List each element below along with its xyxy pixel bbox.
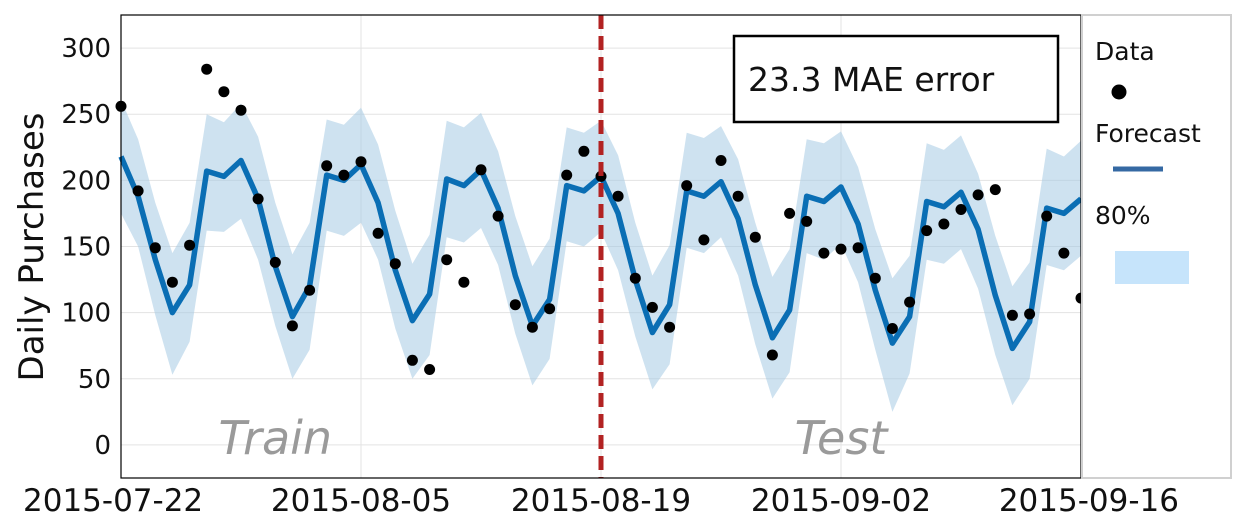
- y-axis-ticks: 0 50 100 150 200 250 300: [61, 34, 111, 461]
- data-point: [766, 349, 778, 361]
- data-point: [526, 321, 538, 333]
- data-point: [149, 242, 161, 254]
- legend: Data Forecast 80%: [1081, 14, 1232, 479]
- data-point: [269, 256, 281, 268]
- x-tick-label: 2015-09-02: [751, 483, 931, 519]
- data-point: [732, 190, 744, 202]
- data-point: [989, 184, 1001, 196]
- data-point: [166, 276, 178, 288]
- data-point: [544, 303, 556, 315]
- data-point: [132, 185, 144, 197]
- data-point: [749, 231, 761, 243]
- x-tick-label: 2015-07-22: [23, 483, 203, 519]
- interval-band: [121, 99, 1081, 412]
- data-point: [818, 247, 830, 259]
- data-point: [904, 296, 916, 308]
- y-axis-label: Daily Purchases: [12, 113, 52, 382]
- region-label-train: Train: [219, 411, 333, 465]
- x-tick-label: 2015-08-05: [271, 483, 451, 519]
- legend-interval-label: 80%: [1095, 201, 1151, 230]
- data-point: [852, 242, 864, 254]
- data-point: [1024, 308, 1036, 320]
- data-point: [664, 321, 676, 333]
- data-point: [698, 234, 710, 246]
- y-tick-label: 50: [78, 365, 111, 395]
- data-point: [784, 207, 796, 219]
- data-point: [972, 189, 984, 201]
- region-labels: Train Test: [219, 411, 890, 465]
- x-axis-ticks: 2015-07-22 2015-08-05 2015-08-19 2015-09-02…: [23, 483, 1179, 519]
- y-tick-label: 100: [61, 299, 111, 329]
- data-point: [578, 145, 590, 157]
- data-point: [646, 301, 658, 313]
- x-tick-label: 2015-09-16: [999, 483, 1179, 519]
- legend-data-marker: [1111, 84, 1127, 100]
- data-point: [835, 243, 847, 255]
- data-point: [869, 272, 881, 284]
- x-tick-label: 2015-08-19: [511, 483, 691, 519]
- data-point: [509, 299, 521, 311]
- data-point: [921, 225, 933, 237]
- data-point: [201, 63, 213, 75]
- data-point: [218, 86, 230, 98]
- data-point: [1006, 309, 1018, 321]
- data-point: [1058, 247, 1070, 259]
- data-point: [1041, 210, 1053, 222]
- legend-data-label: Data: [1095, 37, 1155, 66]
- data-point: [681, 180, 693, 192]
- legend-frame: [1081, 14, 1232, 479]
- data-point: [441, 254, 453, 266]
- data-point: [304, 284, 316, 296]
- mae-annotation-box: 23.3 MAE error: [732, 34, 1060, 124]
- data-point: [629, 272, 641, 284]
- data-point: [252, 193, 264, 205]
- data-point: [338, 169, 350, 181]
- data-point: [801, 215, 813, 227]
- region-label-test: Test: [795, 411, 890, 465]
- data-point: [715, 155, 727, 166]
- data-point: [406, 354, 418, 366]
- data-point: [424, 364, 436, 375]
- y-tick-label: 150: [61, 233, 111, 263]
- data-point: [955, 204, 967, 215]
- data-point: [492, 210, 504, 222]
- mae-annotation-text: 23.3 MAE error: [748, 60, 995, 99]
- data-point: [475, 164, 487, 176]
- data-point: [235, 104, 247, 116]
- data-point: [389, 258, 401, 270]
- y-tick-label: 300: [61, 34, 111, 64]
- data-point: [184, 239, 196, 251]
- y-tick-label: 0: [94, 431, 111, 461]
- data-point: [458, 276, 470, 288]
- data-point: [372, 227, 384, 239]
- data-point: [561, 169, 573, 181]
- data-point: [286, 320, 298, 332]
- legend-forecast-label: Forecast: [1095, 119, 1201, 148]
- data-point: [886, 323, 898, 334]
- data-point: [938, 218, 950, 230]
- data-point: [612, 190, 624, 202]
- y-tick-label: 200: [61, 166, 111, 196]
- data-point: [595, 170, 607, 182]
- legend-interval-swatch: [1115, 251, 1189, 284]
- y-tick-label: 250: [61, 100, 111, 130]
- data-point: [355, 156, 367, 168]
- data-point: [321, 160, 333, 172]
